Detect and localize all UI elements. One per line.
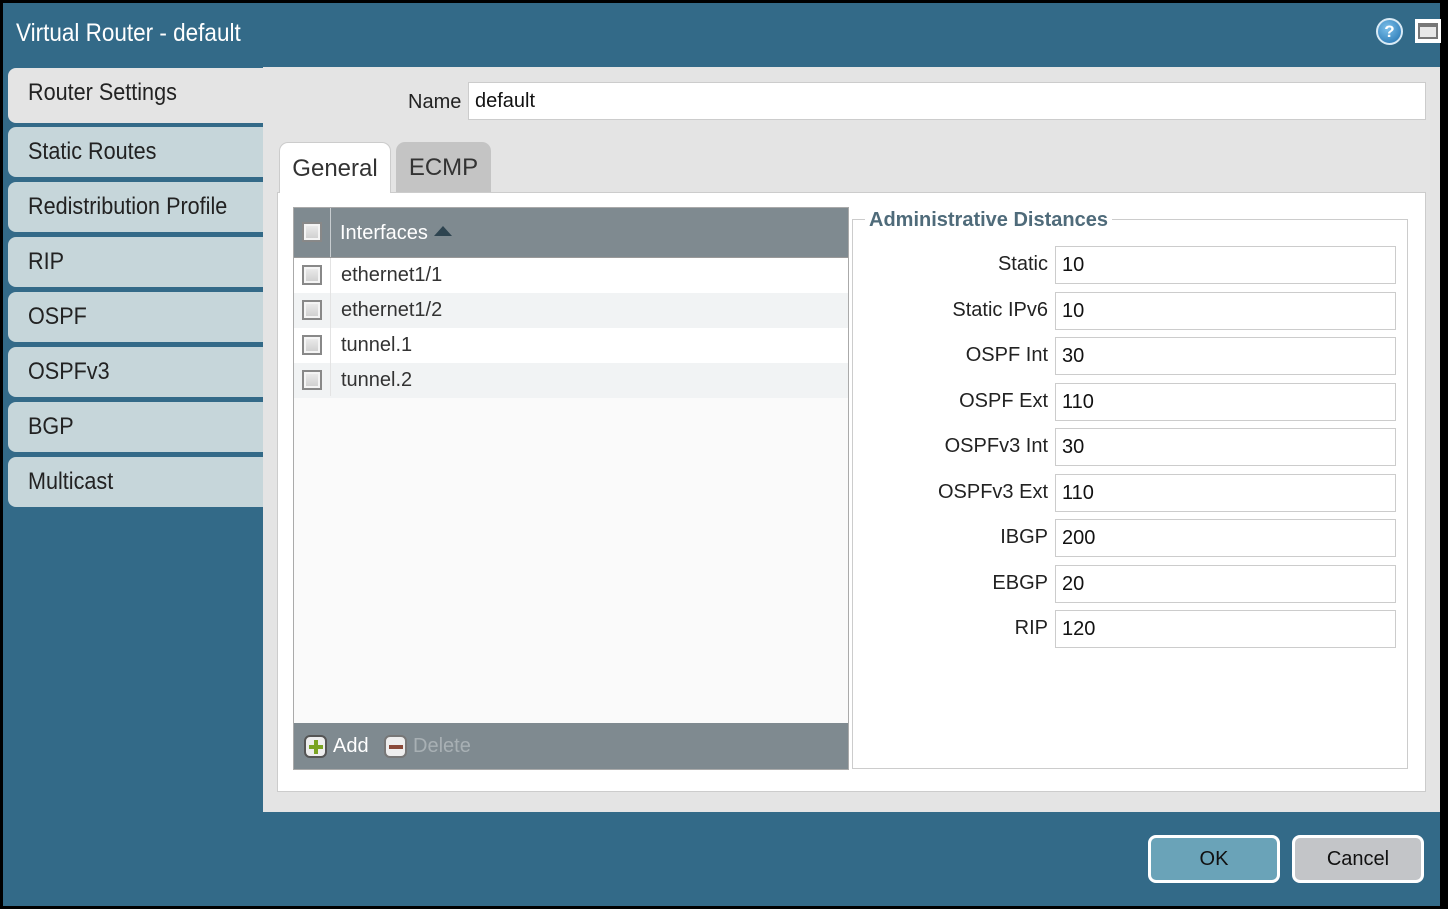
static-ipv6-label: Static IPv6 [952, 298, 1048, 321]
sidebar-item-label: Router Settings [28, 79, 177, 106]
interface-name: tunnel.1 [341, 334, 413, 356]
sidebar-item-label: BGP [28, 413, 74, 440]
table-header: Interfaces [294, 208, 848, 258]
rip-distance-input[interactable]: 120 [1055, 610, 1396, 648]
ospf-ext-distance-input[interactable]: 110 [1055, 382, 1396, 421]
ospfv3-int-distance-input[interactable]: 30 [1055, 428, 1396, 466]
table-row[interactable]: ethernet1/1 [294, 258, 848, 293]
delete-icon [384, 735, 407, 759]
table-row[interactable]: tunnel.1 [294, 328, 848, 363]
cancel-button[interactable]: Cancel [1292, 835, 1424, 883]
sidebar-item-rip[interactable]: RIP [8, 237, 263, 287]
sidebar-item-label: Multicast [28, 468, 114, 495]
sidebar-item-ospf[interactable]: OSPF [8, 292, 263, 342]
row-checkbox[interactable] [302, 300, 322, 320]
sidebar-item-static-routes[interactable]: Static Routes [8, 127, 263, 177]
virtual-router-dialog: Virtual Router - default ? Router Settin… [3, 3, 1441, 906]
static-ipv6-distance-input[interactable]: 10 [1055, 291, 1396, 330]
ospf-ext-label: OSPF Ext [959, 389, 1048, 412]
column-header-label: Interfaces [340, 222, 428, 244]
ospf-int-distance-input[interactable]: 30 [1055, 337, 1396, 375]
sidebar-item-label: Redistribution Profile [28, 193, 228, 220]
ibgp-label: IBGP [1000, 526, 1048, 548]
row-checkbox[interactable] [302, 335, 322, 355]
select-all-checkbox[interactable] [302, 222, 322, 242]
maximize-icon[interactable] [1415, 19, 1441, 43]
sidebar-item-ospfv3[interactable]: OSPFv3 [8, 347, 263, 397]
ospfv3-ext-label: OSPFv3 Ext [937, 480, 1048, 503]
ebgp-distance-input[interactable]: 20 [1055, 564, 1396, 603]
sidebar-item-label: OSPF [28, 303, 87, 330]
ebgp-label: EBGP [992, 571, 1048, 594]
ibgp-distance-input[interactable]: 200 [1055, 519, 1396, 557]
interfaces-column-header[interactable]: Interfaces [340, 222, 452, 245]
row-checkbox[interactable] [302, 370, 322, 390]
dialog-title: Virtual Router - default [16, 19, 241, 47]
help-icon[interactable]: ? [1376, 18, 1403, 45]
sidebar-item-label: Static Routes [28, 138, 157, 165]
delete-label: Delete [413, 735, 471, 757]
tab-general[interactable]: General [279, 142, 391, 193]
sidebar-item-redistribution-profile[interactable]: Redistribution Profile [8, 182, 263, 232]
administrative-distances-group [852, 219, 1408, 769]
table-footer: Add Delete [294, 723, 848, 769]
interface-name: ethernet1/1 [341, 264, 443, 286]
delete-button[interactable]: Delete [384, 734, 471, 759]
name-label: Name [408, 91, 462, 113]
sort-ascending-icon [433, 226, 452, 236]
ospfv3-ext-distance-input[interactable]: 110 [1055, 473, 1396, 512]
sidebar-item-multicast[interactable]: Multicast [8, 457, 263, 507]
ospfv3-int-label: OSPFv3 Int [944, 435, 1048, 457]
interface-name: tunnel.2 [341, 369, 413, 391]
tab-ecmp[interactable]: ECMP [396, 142, 491, 192]
sidebar-item-label: RIP [28, 248, 65, 275]
tab-label: ECMP [408, 154, 479, 181]
table-row[interactable]: ethernet1/2 [294, 293, 848, 328]
static-distance-input[interactable]: 10 [1055, 246, 1396, 284]
sidebar-item-router-settings[interactable]: Router Settings [8, 68, 263, 123]
row-checkbox[interactable] [302, 265, 322, 285]
rip-label: RIP [1014, 617, 1048, 639]
add-button[interactable]: Add [304, 734, 369, 759]
table-row[interactable]: tunnel.2 [294, 363, 848, 398]
sidebar-item-bgp[interactable]: BGP [8, 402, 263, 452]
static-label: Static [997, 253, 1048, 275]
name-input[interactable] [468, 82, 1426, 120]
add-label: Add [333, 735, 369, 757]
administrative-distances-title: Administrative Distances [865, 209, 1112, 232]
tab-label: General [292, 155, 378, 182]
interface-name: ethernet1/2 [341, 299, 443, 321]
sidebar-item-label: OSPFv3 [28, 358, 110, 385]
ospf-int-label: OSPF Int [965, 344, 1048, 366]
interfaces-table: Interfaces ethernet1/1 ethernet1/2 tunne… [293, 207, 849, 770]
add-icon [304, 735, 327, 759]
ok-button[interactable]: OK [1148, 835, 1280, 883]
